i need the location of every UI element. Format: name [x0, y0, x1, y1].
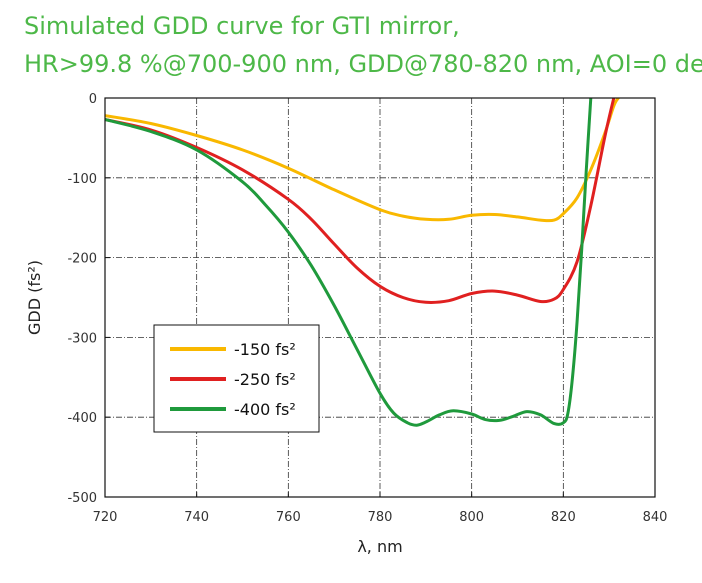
- legend-label-2: -250 fs²: [234, 370, 296, 389]
- series-lines: [105, 98, 620, 427]
- y-axis-label: GDD (fs²): [25, 260, 44, 335]
- y-tick-label: 0: [89, 92, 97, 107]
- x-tick-label: 840: [643, 510, 668, 525]
- x-axis-label: λ, nm: [357, 537, 402, 556]
- x-tick-label: 780: [368, 510, 393, 525]
- legend-label-1: -150 fs²: [234, 340, 296, 359]
- legend-label-3: -400 fs²: [234, 400, 296, 419]
- y-tick-label: -500: [67, 491, 97, 506]
- chart-title-line-1: Simulated GDD curve for GTI mirror,: [24, 12, 460, 40]
- y-tick-label: -200: [67, 252, 97, 267]
- legend: -150 fs² -250 fs² -400 fs²: [153, 324, 320, 433]
- y-tick-label: -100: [67, 172, 97, 187]
- x-tick-label: 820: [551, 510, 576, 525]
- series-line-3: [105, 98, 593, 427]
- grid: [105, 98, 655, 497]
- tick-labels: 720 740 760 780 800 820 840 0 -100 -200 -300 -400 -5…: [67, 92, 667, 525]
- x-tick-label: 720: [93, 510, 118, 525]
- chart-title-line-2: HR>99.8 %@700-900 nm, GDD@780-820 nm, AO…: [24, 50, 702, 78]
- series-line-1: [105, 98, 620, 223]
- y-tick-label: -400: [67, 411, 97, 426]
- series-line-2: [105, 98, 616, 304]
- x-tick-label: 800: [459, 510, 484, 525]
- y-tick-label: -300: [67, 331, 97, 346]
- x-tick-label: 760: [276, 510, 301, 525]
- x-tick-label: 740: [184, 510, 209, 525]
